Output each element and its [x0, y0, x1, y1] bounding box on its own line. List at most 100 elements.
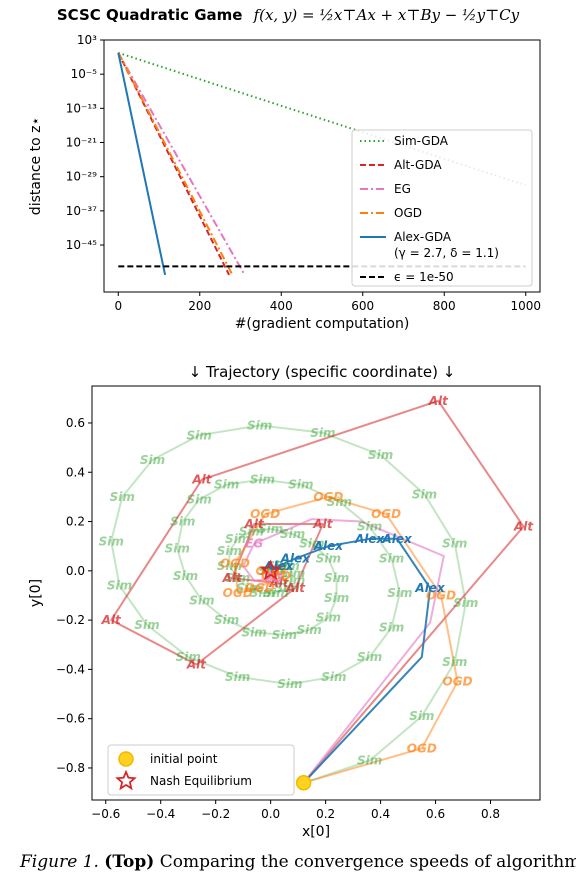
top-y-axis-label: distance to z⋆	[28, 117, 44, 215]
point-label-sim: Sim	[387, 586, 412, 600]
point-label-sim: Sim	[453, 596, 478, 610]
point-label-ogd: OGD	[371, 507, 401, 521]
point-label-sim: Sim	[110, 490, 135, 504]
bottom-legend: initial point Nash Equilibrium	[107, 744, 295, 796]
x-tick-label: −0.2	[201, 807, 230, 821]
figure-caption: Figure 1. (Top) Comparing the convergenc…	[20, 852, 576, 872]
point-label-sim: Sim	[280, 566, 305, 580]
point-label-sim: Sim	[236, 581, 261, 595]
y-tick-label: −0.8	[56, 761, 85, 775]
point-label-sim: Sim	[321, 670, 346, 684]
point-label-sim: Sim	[412, 487, 437, 501]
y-tick-label: 10⁻²¹	[66, 136, 97, 150]
point-label-sim: Sim	[140, 453, 165, 467]
point-label-sim: Sim	[225, 532, 250, 546]
point-label-ogd: OGD	[250, 507, 280, 521]
point-label-sim: Sim	[442, 537, 467, 551]
legend-marker-initial-point	[118, 751, 134, 767]
point-label-ogd: OGD	[220, 556, 250, 570]
point-label-sim: Sim	[324, 571, 349, 585]
bottom-yticks: −0.8 −0.6 −0.4 −0.2 0.0 0.2 0.4 0.6	[56, 416, 92, 775]
point-label-ogd: OGD	[245, 581, 275, 595]
legend-box	[351, 129, 533, 287]
bottom-xticks: −0.6 −0.4 −0.2 0.0 0.2 0.4 0.6 0.8	[91, 800, 500, 821]
x-tick-label: 0.2	[316, 807, 335, 821]
point-label-alt: Alt	[244, 517, 265, 531]
point-label-alt: Alt	[186, 657, 207, 671]
point-label-sim: Sim	[134, 618, 159, 632]
x-tick-label: −0.6	[91, 807, 120, 821]
point-label-sim: Sim	[310, 426, 335, 440]
trajectory-ogd	[233, 495, 459, 784]
x-tick-label: 400	[270, 299, 293, 313]
caption-bold: (Top)	[104, 852, 155, 872]
point-label-sim: Sim	[272, 628, 297, 642]
x-tick-label: −0.4	[146, 807, 175, 821]
y-tick-label: 10⁻⁵	[71, 67, 98, 81]
point-label-ogd: OGD	[407, 741, 437, 755]
point-label-sim: Sim	[324, 591, 349, 605]
y-tick-label: −0.6	[56, 712, 85, 726]
point-label-sim: Sim	[225, 670, 250, 684]
point-label-sim: Sim	[187, 492, 212, 506]
y-tick-label: 0.6	[66, 416, 85, 430]
point-label-sim: Sim	[280, 527, 305, 541]
point-label-sim: Sim	[247, 418, 272, 432]
point-label-sim: Sim	[379, 621, 404, 635]
trajectory-alex	[270, 537, 432, 784]
point-label-sim: Sim	[217, 559, 242, 573]
nash-equilibrium-marker	[259, 559, 282, 580]
point-label-ogd: OGD	[223, 586, 253, 600]
point-label-sim: Sim	[316, 611, 341, 625]
bottom-y-axis-label: y[0]	[28, 579, 44, 607]
point-label-alex: Alex	[280, 552, 312, 566]
point-label-alt: Alt	[312, 517, 333, 531]
point-label-alt: Alt	[513, 519, 534, 533]
point-label-alt: Alt	[268, 576, 289, 590]
x-tick-label: 0	[114, 299, 122, 313]
legend-box	[107, 744, 295, 796]
point-label-alex: Alex	[381, 532, 413, 546]
point-label-sim: Sim	[217, 544, 242, 558]
point-label-sim: Sim	[409, 709, 434, 723]
point-label-sim: Sim	[225, 571, 250, 585]
point-label-sim: Sim	[187, 428, 212, 442]
point-label-alex: Alex	[313, 539, 345, 553]
y-tick-label: −0.4	[56, 662, 85, 676]
point-label-sim: Sim	[296, 623, 321, 637]
point-label-alex: Alex	[354, 532, 386, 546]
x-tick-label: 0.8	[481, 807, 500, 821]
point-label-sim: Sim	[357, 754, 382, 768]
top-title-text: SCSC Quadratic Game	[57, 6, 243, 24]
bottom-plot-frame	[91, 385, 541, 801]
series-line-ogd	[117, 52, 234, 276]
y-tick-label: 10⁻¹³	[66, 101, 97, 115]
y-tick-label: 10⁻²⁹	[66, 170, 97, 184]
y-tick-label: −0.2	[56, 613, 85, 627]
top-plot-frame	[103, 39, 541, 293]
legend-label-alex-gda: Alex-GDA	[394, 230, 452, 244]
point-label-eg: EG	[264, 571, 282, 585]
point-label-eg: EG	[245, 537, 263, 551]
series-line-alex-gda	[117, 52, 167, 276]
x-tick-label: 0.6	[426, 807, 445, 821]
point-label-alex: Alex	[263, 559, 295, 573]
y-tick-label: 0.0	[66, 564, 85, 578]
initial-point-marker	[295, 775, 312, 791]
point-label-sim: Sim	[357, 650, 382, 664]
caption-label: Figure 1.	[20, 852, 99, 872]
x-tick-label: 0.0	[261, 807, 280, 821]
point-label-sim: Sim	[165, 542, 190, 556]
top-chart-title: SCSC Quadratic Game f(x, y) = ½x⊤Ax + x⊤…	[57, 5, 520, 24]
top-title-formula: f(x, y) = ½x⊤Ax + x⊤By − ½y⊤Cy	[253, 6, 520, 24]
x-tick-label: 800	[433, 299, 456, 313]
point-label-sim: Sim	[357, 519, 382, 533]
point-label-sim: Sim	[327, 495, 352, 509]
point-label-sim: Sim	[99, 534, 124, 548]
trajectory-alt	[110, 399, 525, 784]
point-label-sim: Sim	[189, 593, 214, 607]
point-label-sim: Sim	[277, 677, 302, 691]
top-legend: Sim-GDA Alt-GDA EG OGD Alex-GDA (γ = 2.7, δ =…	[351, 129, 533, 287]
point-label-sim: Sim	[275, 559, 300, 573]
x-tick-label: 1000	[510, 299, 541, 313]
